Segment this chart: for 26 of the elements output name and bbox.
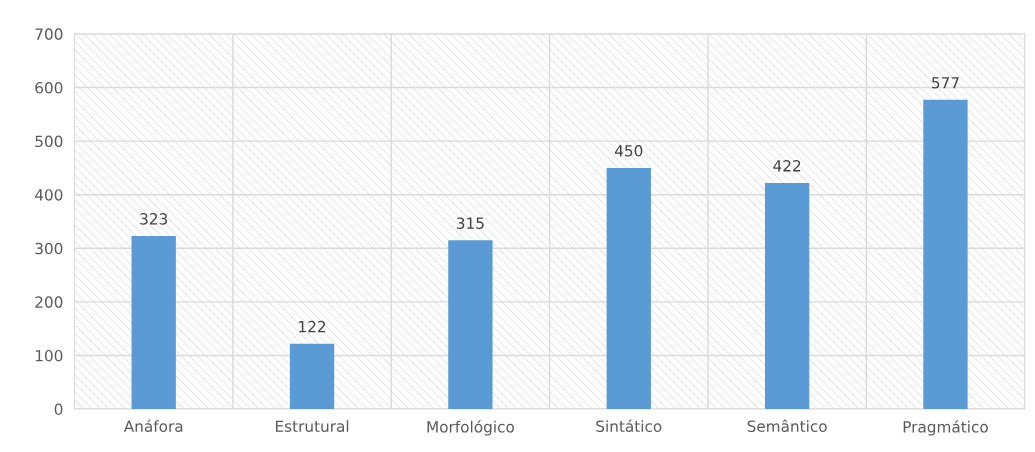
data-label: 577 [932, 77, 959, 89]
y-tick-label: 300 [35, 242, 63, 255]
y-tick-label: 600 [35, 81, 63, 94]
data-label: 315 [456, 217, 484, 229]
bar [606, 167, 651, 410]
bar [764, 182, 810, 410]
x-tick-label: Semântico [747, 419, 827, 432]
data-label: 323 [140, 213, 168, 225]
y-tick-label: 100 [35, 349, 63, 362]
y-tick-label: 400 [34, 189, 63, 201]
bar [289, 343, 335, 410]
x-tick-label: Sintático [596, 419, 662, 432]
data-label: 422 [773, 160, 801, 172]
bar [448, 240, 493, 410]
bar [131, 235, 176, 410]
x-tick-label: Estrutural [275, 420, 349, 432]
y-tick-label: 700 [35, 28, 63, 40]
y-tick-label: 500 [35, 135, 63, 148]
x-tick-label: Pragmático [903, 420, 988, 436]
x-tick-label: Anáfora [123, 419, 183, 432]
x-tick-label: Morfológico [427, 420, 514, 436]
y-tick-label: 200 [35, 296, 63, 308]
data-label: 122 [299, 320, 326, 333]
y-tick-label: 0 [54, 403, 63, 416]
bar [923, 99, 968, 410]
data-label: 450 [614, 145, 643, 157]
